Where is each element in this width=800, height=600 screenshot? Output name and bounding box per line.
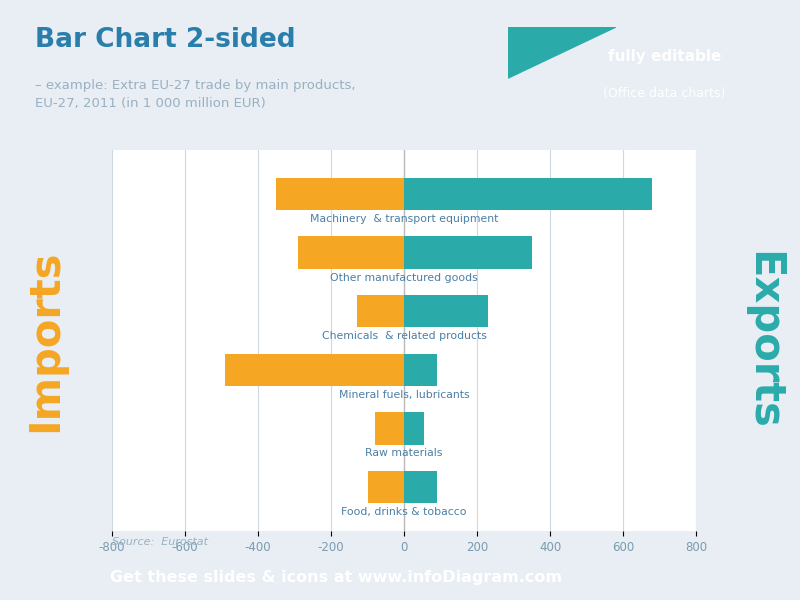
Bar — [404, 412, 424, 445]
Text: Exports: Exports — [742, 251, 784, 430]
Text: (Office data charts): (Office data charts) — [603, 88, 726, 100]
Text: Chemicals  & related products: Chemicals & related products — [322, 331, 486, 341]
Bar — [404, 471, 437, 503]
Bar — [357, 295, 404, 328]
Bar — [404, 178, 652, 210]
Bar — [298, 236, 404, 269]
Text: Imports: Imports — [24, 249, 66, 432]
Bar — [225, 353, 404, 386]
Text: fully editable: fully editable — [607, 49, 721, 64]
Text: Raw materials: Raw materials — [366, 448, 442, 458]
Text: Food, drinks & tobacco: Food, drinks & tobacco — [342, 507, 466, 517]
Text: Source:  Eurostat: Source: Eurostat — [112, 538, 208, 547]
Bar — [404, 353, 437, 386]
Text: – example: Extra EU-27 trade by main products,
EU-27, 2011 (in 1 000 million EUR: – example: Extra EU-27 trade by main pro… — [34, 79, 355, 110]
Bar — [404, 236, 532, 269]
Text: Machinery  & transport equipment: Machinery & transport equipment — [310, 214, 498, 224]
Text: Get these slides & icons at www.infoDiagram.com: Get these slides & icons at www.infoDiag… — [110, 570, 562, 585]
Text: Mineral fuels, lubricants: Mineral fuels, lubricants — [338, 390, 470, 400]
Text: Other manufactured goods: Other manufactured goods — [330, 272, 478, 283]
Bar — [276, 178, 404, 210]
Text: Bar Chart 2-sided: Bar Chart 2-sided — [34, 26, 295, 53]
Polygon shape — [508, 27, 616, 78]
Bar — [367, 471, 404, 503]
Bar — [374, 412, 404, 445]
Bar — [404, 295, 488, 328]
